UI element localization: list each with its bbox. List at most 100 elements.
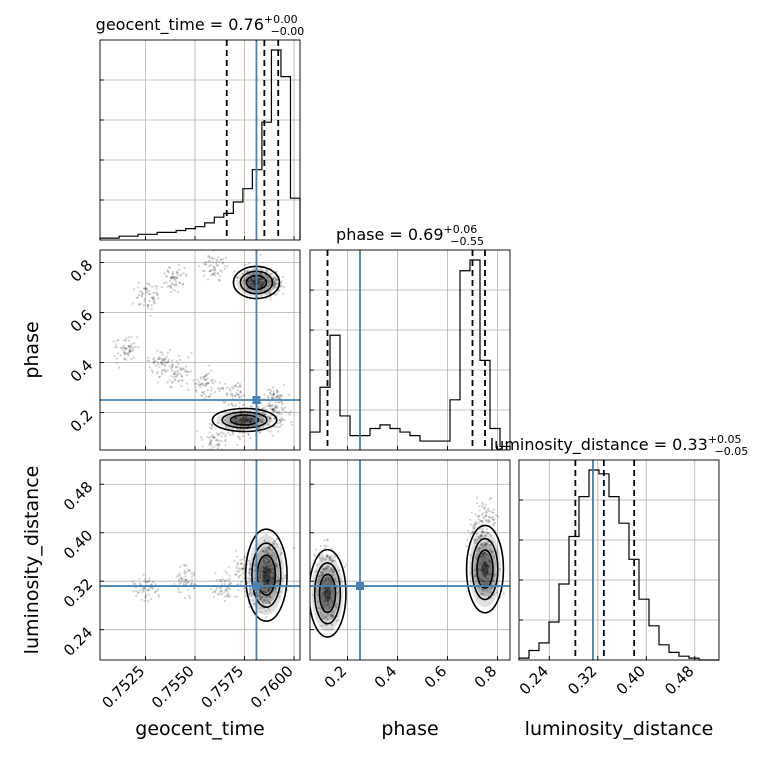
sample-point <box>266 582 269 585</box>
sample-point <box>277 390 280 394</box>
sample-point <box>219 590 222 593</box>
sample-point <box>269 283 272 286</box>
title-lower-error: −0.00 <box>271 25 305 38</box>
sample-point <box>260 419 263 423</box>
sample-point <box>258 591 261 594</box>
sample-point <box>175 366 178 369</box>
sample-point <box>266 574 269 577</box>
sample-point <box>263 582 266 586</box>
sample-point <box>268 405 271 408</box>
sample-point <box>480 534 484 537</box>
sample-point <box>152 361 155 364</box>
sample-point <box>266 588 270 591</box>
sample-point <box>329 597 332 600</box>
sample-point <box>484 563 487 566</box>
sample-point <box>237 561 240 564</box>
sample-point <box>267 579 270 582</box>
sample-point <box>192 587 196 590</box>
sample-point <box>223 580 226 583</box>
sample-point <box>213 257 216 260</box>
sample-point <box>206 255 210 258</box>
sample-point <box>316 600 320 604</box>
sample-point <box>272 571 275 575</box>
sample-point <box>325 604 328 607</box>
sample-point <box>481 546 484 549</box>
sample-point <box>216 271 219 274</box>
sample-point <box>150 586 153 589</box>
x-tick-label: 0.7600 <box>247 662 297 712</box>
sample-point <box>133 288 136 291</box>
sample-point <box>218 279 221 282</box>
sample-point <box>268 579 271 582</box>
sample-point <box>275 270 278 274</box>
sample-point <box>275 410 278 413</box>
sample-point <box>483 562 486 565</box>
sample-point <box>265 602 268 605</box>
sample-point <box>250 278 253 281</box>
sample-point <box>262 559 266 562</box>
sample-point <box>481 526 484 529</box>
sample-point <box>472 528 476 531</box>
sample-point <box>273 281 276 284</box>
sample-point <box>495 591 499 594</box>
sample-point <box>225 593 229 597</box>
sample-point <box>480 501 483 504</box>
histogram-geocent_time <box>99 49 301 240</box>
sample-point <box>239 573 242 577</box>
sample-point <box>220 579 223 582</box>
sample-point <box>220 435 223 438</box>
sample-point <box>243 269 247 272</box>
sample-point <box>238 438 242 441</box>
sample-point <box>207 259 210 263</box>
sample-point <box>189 370 192 373</box>
sample-point <box>273 425 276 428</box>
sample-point <box>322 567 325 571</box>
sample-point <box>483 564 486 567</box>
sample-point <box>216 447 219 450</box>
sample-point <box>147 589 150 592</box>
sample-point <box>486 580 490 583</box>
sample-point <box>279 419 282 422</box>
sample-point <box>486 532 489 535</box>
sample-point <box>480 520 483 523</box>
sample-point <box>265 269 268 272</box>
sample-point <box>259 419 262 422</box>
sample-point <box>268 546 271 549</box>
sample-point <box>122 344 125 348</box>
sample-point <box>268 418 271 421</box>
sample-point <box>211 591 215 594</box>
sample-point <box>201 395 204 398</box>
sample-point <box>188 594 191 597</box>
sample-point <box>262 581 265 584</box>
sample-point <box>186 370 189 373</box>
sample-point <box>221 386 224 390</box>
sample-point <box>473 523 476 526</box>
sample-point <box>174 278 177 282</box>
sample-point <box>268 569 271 572</box>
sample-point <box>180 579 183 582</box>
sample-point <box>199 385 202 388</box>
sample-point <box>260 285 263 288</box>
sample-point <box>269 430 272 433</box>
sample-point <box>267 424 270 427</box>
sample-point <box>328 606 331 609</box>
sample-point <box>225 392 229 395</box>
sample-point <box>175 272 178 275</box>
sample-point <box>179 367 182 371</box>
sample-point <box>272 283 276 286</box>
sample-point <box>169 290 172 294</box>
sample-point <box>194 382 198 385</box>
sample-point <box>274 425 278 428</box>
sample-point <box>266 562 269 565</box>
sample-point <box>481 553 484 556</box>
sample-point <box>271 541 275 545</box>
sample-point <box>212 382 215 385</box>
sample-point <box>474 513 477 516</box>
sample-point <box>325 577 328 580</box>
sample-point <box>268 402 272 406</box>
sample-point <box>259 574 262 577</box>
sample-point <box>156 361 159 364</box>
sample-point <box>327 565 330 568</box>
sample-point <box>239 412 242 415</box>
sample-point <box>238 395 241 398</box>
